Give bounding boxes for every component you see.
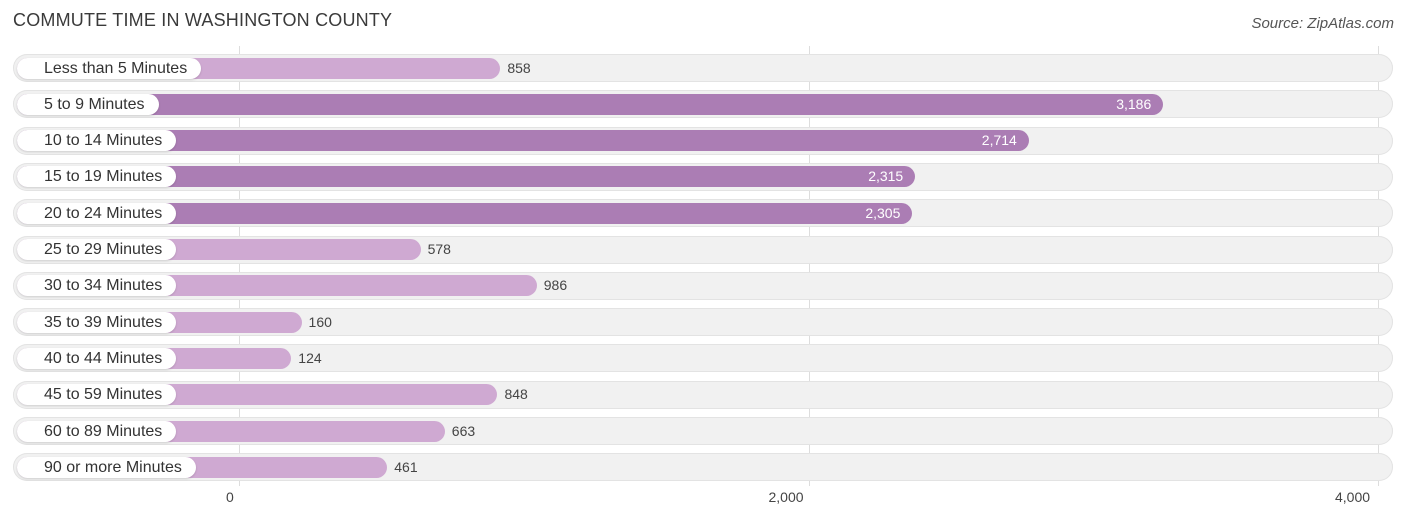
category-label: 35 to 39 Minutes [17, 311, 177, 333]
value-label: 858 [507, 59, 531, 76]
bar [17, 202, 913, 224]
value-label: 461 [394, 458, 418, 475]
category-label: 90 or more Minutes [17, 456, 196, 478]
bar [17, 166, 916, 188]
x-tick-label: 2,000 [768, 489, 804, 505]
gridline [239, 46, 240, 486]
value-label: 986 [543, 277, 568, 294]
category-label: 30 to 34 Minutes [17, 275, 177, 297]
value-label: 848 [504, 386, 528, 403]
category-label: 10 to 14 Minutes [17, 130, 177, 152]
x-tick-label: 0 [226, 489, 234, 505]
value-label: 663 [451, 422, 476, 439]
category-label: 20 to 24 Minutes [17, 202, 177, 224]
category-label: 60 to 89 Minutes [17, 420, 177, 442]
value-label: 3,186 [1116, 95, 1152, 112]
source-note: Source: ZipAtlas.com [1251, 15, 1394, 32]
gridline [1378, 46, 1379, 486]
category-label: 5 to 9 Minutes [17, 93, 159, 115]
category-label: 25 to 29 Minutes [17, 239, 177, 260]
chart-title: COMMUTE TIME IN WASHINGTON COUNTY [13, 10, 393, 30]
x-tick-label: 4,000 [1335, 489, 1371, 505]
category-label: 45 to 59 Minutes [17, 384, 177, 406]
value-label: 160 [308, 313, 332, 330]
bar [17, 130, 1029, 152]
gridline [808, 46, 810, 486]
value-label: 2,315 [868, 168, 904, 185]
category-label: Less than 5 Minutes [17, 57, 202, 79]
category-label: 40 to 44 Minutes [17, 347, 177, 369]
value-label: 2,714 [981, 132, 1017, 149]
value-label: 2,305 [865, 204, 901, 221]
bar [17, 93, 1164, 115]
category-label: 15 to 19 Minutes [17, 166, 177, 188]
value-label: 578 [427, 241, 451, 257]
value-label: 124 [298, 349, 322, 366]
